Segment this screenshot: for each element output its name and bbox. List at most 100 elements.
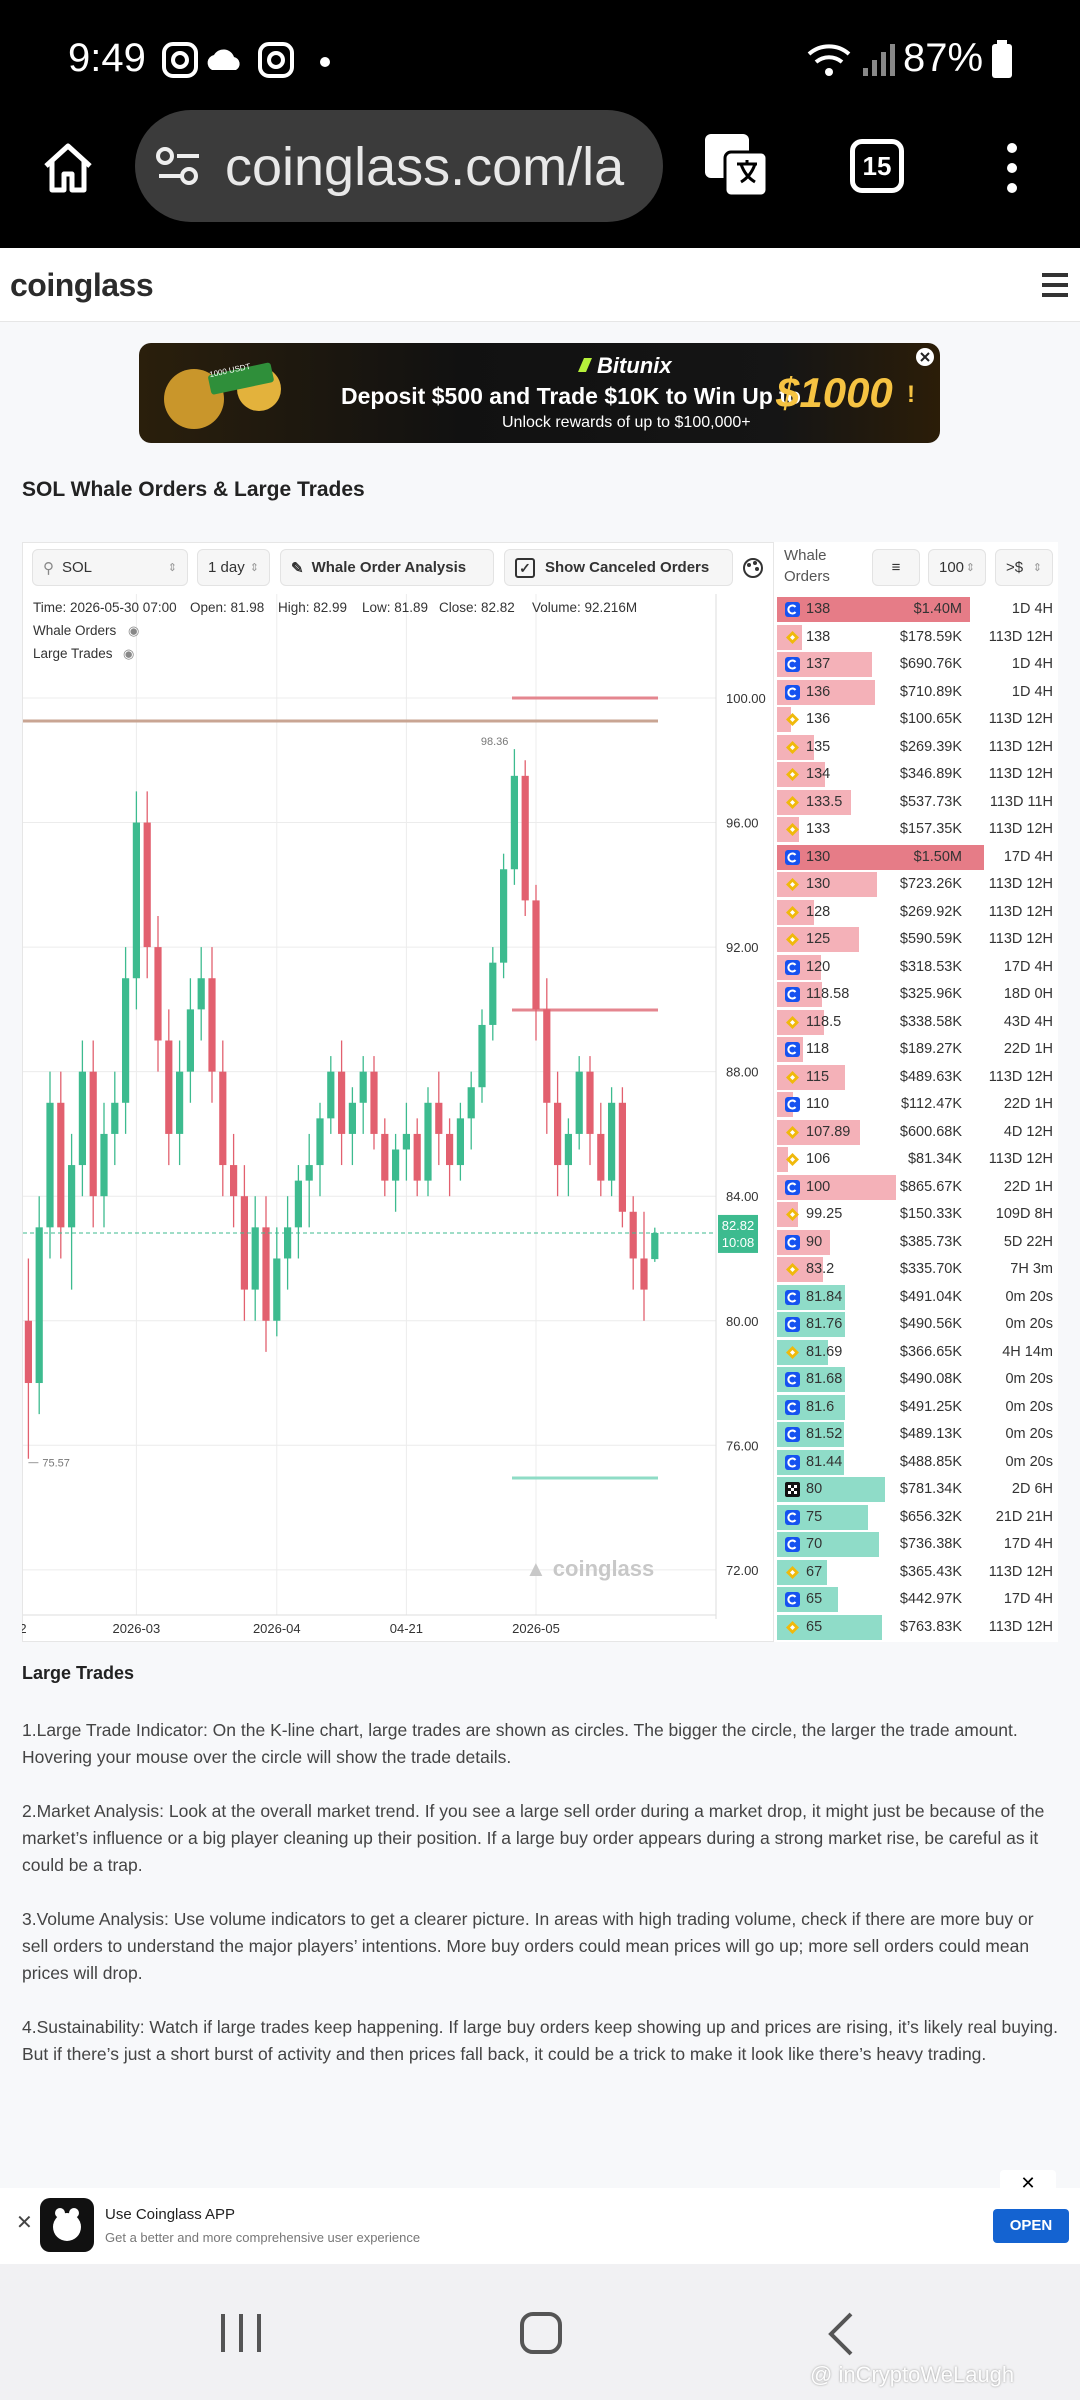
order-age: 22D 1H	[1003, 1096, 1053, 1112]
canceled-toggle[interactable]: ✓ Show Canceled Orders	[504, 549, 733, 586]
filter-settings[interactable]: ≡	[872, 549, 920, 586]
exchange-icon	[785, 1620, 800, 1635]
order-amount: $690.76K	[899, 656, 962, 672]
order-age: 113D 12H	[988, 1151, 1053, 1167]
candle-body	[165, 1040, 173, 1134]
last-price-label: 82.82	[722, 1218, 755, 1233]
legend-item[interactable]: Large Trades	[33, 646, 113, 661]
watermark-text: coinglass	[552, 1556, 655, 1581]
amount-filter[interactable]: >$ ⇕	[995, 549, 1053, 586]
x-tick-label: 2026-04	[253, 1621, 301, 1636]
exchange-icon	[785, 795, 800, 810]
candle-body	[68, 1165, 76, 1228]
tab-count[interactable]: 15	[850, 139, 904, 193]
order-amount: $736.38K	[899, 1536, 962, 1552]
app-banner-close[interactable]: ✕	[16, 2212, 33, 2234]
ohlc-info: Low: 81.89	[362, 600, 429, 615]
order-amount: $723.26K	[899, 876, 962, 892]
ad-brand-icon	[578, 358, 592, 372]
theme-button[interactable]	[741, 556, 765, 580]
limit-select[interactable]: 100 ⇕	[928, 549, 986, 586]
ad-amount: $1000	[776, 369, 893, 416]
order-price: 134	[806, 766, 831, 782]
exchange-icon	[785, 987, 800, 1002]
y-tick-label: 100.00	[726, 691, 766, 706]
order-amount: $81.34K	[907, 1151, 962, 1167]
hamburger-menu[interactable]	[1042, 273, 1070, 297]
nav-buttons[interactable]	[215, 2310, 865, 2360]
candle-body	[122, 978, 130, 1103]
order-price: 100	[806, 1178, 831, 1195]
candle-body	[586, 1071, 594, 1134]
ad-close[interactable]	[915, 347, 935, 367]
translate-button[interactable]	[703, 132, 769, 198]
order-age: 1D 4H	[1011, 683, 1053, 700]
y-tick-label: 92.00	[726, 940, 759, 955]
watermark: @ inCryptoWeLaugh	[810, 2362, 1015, 2387]
analysis-button[interactable]: ✎ Whale Order Analysis	[280, 549, 494, 586]
candle-body	[89, 1071, 97, 1197]
site-settings-icon[interactable]	[155, 146, 203, 186]
order-amount: $490.08K	[899, 1371, 962, 1387]
order-amount: $335.70K	[899, 1261, 962, 1277]
order-price: 137	[806, 656, 831, 672]
candle-body	[176, 1071, 184, 1134]
menu-button[interactable]	[1000, 140, 1024, 196]
order-price: 118.58	[806, 986, 850, 1002]
ad-banner[interactable]: 1000 USDT Bitunix Deposit $500 and Trade…	[139, 343, 940, 443]
candle-body	[262, 1227, 270, 1321]
candle-body	[467, 1087, 475, 1119]
candle-body	[230, 1165, 238, 1197]
order-amount: $491.04K	[899, 1288, 962, 1305]
order-amount: $269.92K	[899, 903, 962, 920]
candle-body	[446, 1133, 454, 1166]
candle-body	[651, 1232, 659, 1260]
order-price: 133	[806, 821, 831, 837]
order-age: 4D 12H	[1003, 1123, 1053, 1140]
order-amount: $442.97K	[899, 1591, 962, 1607]
candle-body	[143, 822, 151, 948]
candle-body	[294, 1180, 302, 1228]
order-price: 90	[806, 1233, 823, 1250]
paragraph: 4.Sustainability: Watch if large trades …	[22, 2017, 1058, 2064]
depth-bar	[777, 762, 825, 787]
home-button[interactable]	[40, 140, 96, 196]
order-age: 113D 12H	[988, 628, 1053, 645]
order-age: 113D 12H	[988, 1563, 1053, 1580]
site-logo[interactable]: coinglass	[10, 267, 154, 303]
order-amount: $865.67K	[899, 1178, 962, 1195]
order-age: 0m 20s	[1005, 1316, 1053, 1332]
candle-body	[402, 1133, 410, 1150]
order-price: 138	[806, 628, 831, 645]
order-age: 0m 20s	[1005, 1288, 1053, 1305]
x-tick-label: 04-21	[390, 1621, 423, 1636]
order-amount: $178.59K	[899, 628, 962, 645]
exchange-icon	[785, 849, 800, 865]
page-title: SOL Whale Orders & Large Trades	[22, 478, 365, 501]
y-tick-label: 88.00	[726, 1065, 759, 1080]
order-age: 18D 0H	[1003, 986, 1053, 1002]
exchange-icon	[785, 959, 800, 975]
order-price: 99.25	[806, 1206, 843, 1222]
open-app-button[interactable]: OPEN	[993, 2209, 1069, 2243]
ohlc-info: Time: 2026-05-30 07:00	[33, 600, 177, 615]
candle-body	[359, 1071, 367, 1103]
candle-body	[618, 1102, 626, 1212]
order-price: 65	[806, 1591, 823, 1607]
exchange-icon	[785, 657, 800, 672]
order-price: 81.69	[806, 1343, 843, 1360]
article-body: 1.Large Trade Indicator: On the K-line c…	[22, 1717, 1058, 2068]
legend-item[interactable]: Whale Orders	[33, 623, 117, 638]
notification-icons	[162, 42, 330, 78]
legend-eye[interactable]: ◉	[123, 646, 135, 661]
interval-select[interactable]: 1 day ⇕	[197, 549, 270, 586]
candle-body	[597, 1133, 605, 1181]
symbol-select[interactable]: ⚲ SOL ⇕	[32, 549, 188, 586]
battery-icon	[992, 40, 1012, 78]
url-bar[interactable]: coinglass.com/la	[135, 110, 663, 222]
order-price: 81.52	[806, 1426, 843, 1442]
candle-body	[100, 1133, 108, 1197]
order-amount: $269.39K	[899, 738, 962, 755]
legend-eye[interactable]: ◉	[128, 623, 140, 638]
candle-body	[564, 1133, 572, 1166]
